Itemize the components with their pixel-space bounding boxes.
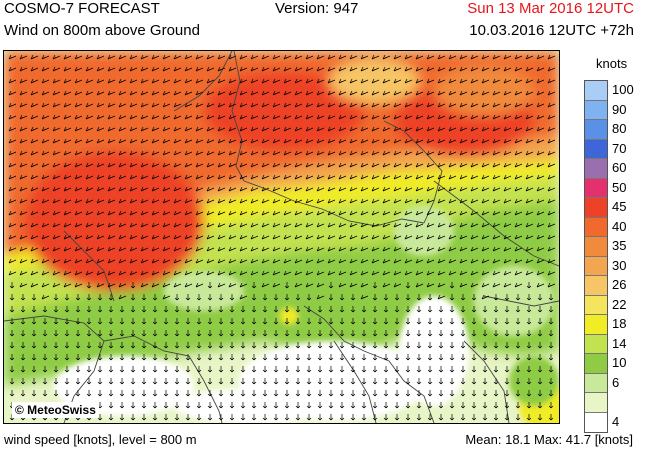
legend-label: 14 [612, 335, 627, 351]
green-patch-east [509, 356, 559, 406]
legend-swatch [585, 81, 607, 101]
border-line-12 [463, 340, 510, 423]
wind-speed-zones [4, 51, 559, 386]
wind-map: © MeteoSwiss [3, 50, 560, 424]
legend-swatch [585, 295, 607, 315]
wind-barbs [8, 54, 556, 421]
legend-label: 90 [612, 101, 627, 117]
border-line-6 [103, 335, 223, 423]
legend-swatch [585, 256, 607, 276]
light-green-patch [474, 266, 554, 336]
legend-swatch [585, 354, 607, 374]
legend-swatch [585, 217, 607, 237]
run-info: 10.03.2016 12UTC +72h [469, 22, 634, 39]
model-title: COSMO-7 FORECAST [4, 0, 160, 17]
footer-stats: Mean: 18.1 Max: 41.7 [knots] [465, 432, 633, 447]
legend-label: 60 [612, 160, 627, 175]
wind-field-svg [4, 51, 559, 423]
legend-swatch [585, 139, 607, 159]
legend-swatch [585, 373, 607, 393]
legend-swatch [585, 178, 607, 198]
valid-time: Sun 13 Mar 2016 12UTC [467, 0, 634, 17]
borders [4, 51, 559, 423]
yellow-spot [280, 308, 298, 324]
border-line-3 [383, 120, 443, 224]
border-line-11 [63, 230, 115, 302]
legend-label: 100 [612, 82, 634, 97]
legend-swatch [585, 120, 607, 140]
legend-label: 10 [612, 355, 627, 370]
legend-swatch [585, 334, 607, 354]
legend-label: 30 [612, 257, 627, 273]
legend-unit: knots [596, 56, 628, 71]
legend-label: 50 [612, 179, 627, 195]
wind-barb-pattern [8, 54, 556, 421]
legend-colorbar [584, 80, 608, 433]
copyright-label: © MeteoSwiss [12, 402, 99, 418]
model-version: Version: 947 [275, 0, 359, 17]
legend-label: 35 [612, 238, 627, 253]
light-green-patch-3 [164, 271, 244, 311]
legend-label: 26 [612, 277, 627, 292]
legend-label: 6 [612, 374, 620, 390]
legend-label: 18 [612, 316, 627, 331]
legend-swatch [585, 100, 607, 120]
legend-swatch [585, 276, 607, 296]
legend-swatch [585, 237, 607, 257]
legend-label: 45 [612, 199, 627, 214]
calm-southeast [399, 296, 469, 406]
legend-label: 40 [612, 218, 627, 234]
border-line-1 [231, 51, 245, 182]
legend-swatch [585, 159, 607, 179]
map-subtitle: Wind on 800m above Ground [4, 22, 200, 39]
light-green-patch-2 [394, 206, 454, 256]
border-line-2 [243, 180, 425, 227]
legend-swatch [585, 412, 607, 432]
legend-label: 4 [612, 413, 620, 429]
zone-light-orange-patch [329, 59, 419, 103]
legend-swatch [585, 198, 607, 218]
legend-label: 70 [612, 140, 627, 156]
footer-variable: wind speed [knots], level = 800 m [4, 432, 197, 447]
border-line-8 [333, 340, 377, 423]
border-line-7 [303, 305, 435, 423]
zone-peak-north [204, 71, 364, 151]
legend-label: 80 [612, 121, 627, 136]
legend-label: 22 [612, 296, 627, 312]
zone-peak-west [24, 151, 204, 291]
legend-swatch [585, 315, 607, 335]
border-line-10 [483, 295, 559, 307]
legend-swatch [585, 393, 607, 413]
